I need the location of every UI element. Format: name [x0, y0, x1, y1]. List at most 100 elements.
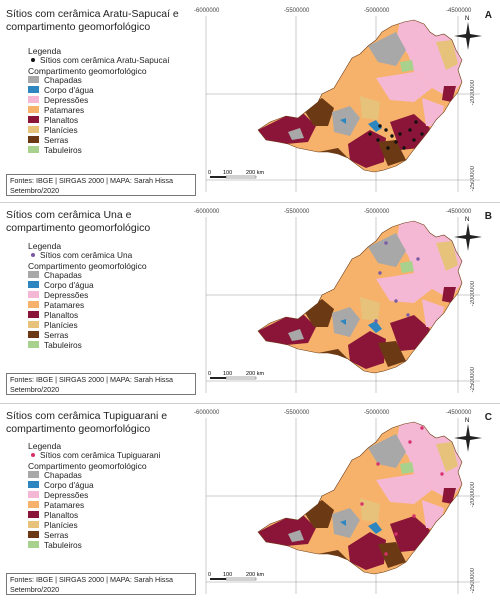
x-tick-label: -6000000 [194, 410, 220, 416]
legend-item: Serras [28, 135, 68, 145]
legend-swatch [28, 301, 39, 308]
compartment-region [390, 516, 430, 552]
y-tick-label: -2500000 [470, 568, 476, 594]
legend-swatch [28, 481, 39, 488]
compartment-region [436, 442, 458, 472]
compartment-region [258, 114, 316, 144]
panel-title: Sítios com cerâmica Aratu-Sapucaí e comp… [6, 8, 179, 33]
y-tick-label: -2000000 [470, 482, 476, 508]
legend-swatch [28, 311, 39, 318]
legend-item: Patamares [28, 499, 85, 510]
legend-swatch [28, 86, 39, 93]
legend-swatch [28, 146, 39, 153]
compartment-region [288, 128, 304, 140]
legend-item: Tabuleiros [28, 340, 82, 350]
compartment-region [368, 233, 406, 267]
site-marker [398, 132, 402, 136]
legend-swatch [28, 96, 39, 103]
compartment-region [436, 241, 458, 271]
scale-label: 100 [223, 572, 232, 578]
compartment-region [396, 20, 462, 98]
legend-swatch [28, 116, 39, 123]
legend-item-label: Tabuleiros [44, 539, 82, 550]
x-tick-label: -6000000 [194, 209, 220, 215]
legend-swatch [28, 271, 39, 278]
y-tick-label: -2500000 [470, 367, 476, 393]
site-marker [386, 146, 390, 150]
legend-swatch [28, 281, 39, 288]
geomorphology-map [257, 421, 463, 575]
site-marker [376, 462, 380, 466]
compartment-region [258, 315, 316, 345]
legend-item: Chapadas [28, 469, 82, 480]
site-marker [374, 319, 378, 323]
legend-swatch [28, 331, 39, 338]
scale-label: 0 [208, 371, 211, 377]
legend-item-label: Planícies [44, 319, 78, 330]
legend-swatch [28, 471, 39, 478]
y-tick-label: -2000000 [470, 281, 476, 307]
compartment-region [436, 40, 458, 70]
compartment-region [360, 297, 380, 321]
legend-item-label: Planaltos [44, 509, 79, 520]
map-panel-b: N 0 100 200 km Sítios com cerâmica Una e co… [0, 202, 500, 400]
source-box: Fontes: IBGE | SIRGAS 2000 | MAPA: Sarah… [6, 373, 196, 395]
map-canvas: N 0 100 200 km [205, 217, 482, 393]
legend-swatch [28, 541, 39, 548]
site-marker [420, 426, 424, 430]
north-arrow-icon: N [454, 418, 482, 452]
x-tick-label: -5000000 [364, 209, 390, 215]
compartment-region [396, 221, 462, 299]
site-marker [416, 257, 420, 261]
legend-item-label: Corpo d'água [44, 279, 94, 290]
source-box: Fontes: IBGE | SIRGAS 2000 | MAPA: Sarah… [6, 174, 196, 196]
legend-item-label: Chapadas [44, 469, 82, 480]
legend-site-label: Sítios com cerâmica Tupiguarani [40, 449, 161, 460]
legend-item: Planícies [28, 125, 78, 135]
legend-item-label: Planaltos [44, 309, 79, 320]
panel-title: Sítios com cerâmica Una e compartimento … [6, 209, 151, 234]
legend-item: Depressões [28, 95, 88, 105]
legend-item: Planícies [28, 520, 78, 530]
y-tick-label: -2000000 [470, 80, 476, 106]
panel-title: Sítios com cerâmica Tupiguarani e compar… [6, 410, 168, 435]
site-marker [376, 138, 380, 142]
scale-bar: 0 100 200 km [208, 572, 264, 581]
site-marker [406, 313, 410, 317]
legend-item-label: Planaltos [44, 114, 79, 125]
site-marker [394, 140, 398, 144]
legend-item-label: Serras [44, 329, 69, 340]
legend-item-label: Depressões [44, 489, 89, 500]
scale-label: 0 [208, 572, 211, 578]
panel-letter: A [484, 10, 492, 21]
legend-item: Serras [28, 329, 69, 340]
site-marker [420, 132, 424, 136]
legend-item: Corpo d'água [28, 85, 94, 95]
x-tick-label: -5000000 [364, 8, 390, 14]
legend-compartment-title: Compartimento geomorfológico [28, 461, 147, 471]
legend-swatch [28, 291, 39, 298]
y-tick-label: -2500000 [470, 166, 476, 192]
legend-item: Patamares [28, 105, 84, 115]
site-marker [408, 440, 412, 444]
legend-swatch [28, 136, 39, 143]
legend-site: Sítios com cerâmica Aratu-Sapucaí [28, 55, 170, 65]
legend-title: Legenda [28, 241, 62, 251]
site-marker [402, 146, 406, 150]
compartment-region [360, 498, 380, 522]
site-marker [378, 271, 382, 275]
site-marker [412, 514, 416, 518]
legend-swatch [28, 501, 39, 508]
scale-bar: 0 100 200 km [208, 170, 264, 179]
scale-label: 100 [223, 371, 232, 377]
compartment-region [442, 287, 456, 303]
legend-swatch [28, 531, 39, 538]
legend-swatch [28, 106, 39, 113]
legend-item-label: Patamares [44, 499, 85, 510]
legend-swatch [28, 491, 39, 498]
compartment-region [258, 516, 316, 546]
legend-item: Patamares [28, 300, 84, 310]
compartment-region [348, 532, 386, 570]
legend-swatch [28, 76, 39, 83]
